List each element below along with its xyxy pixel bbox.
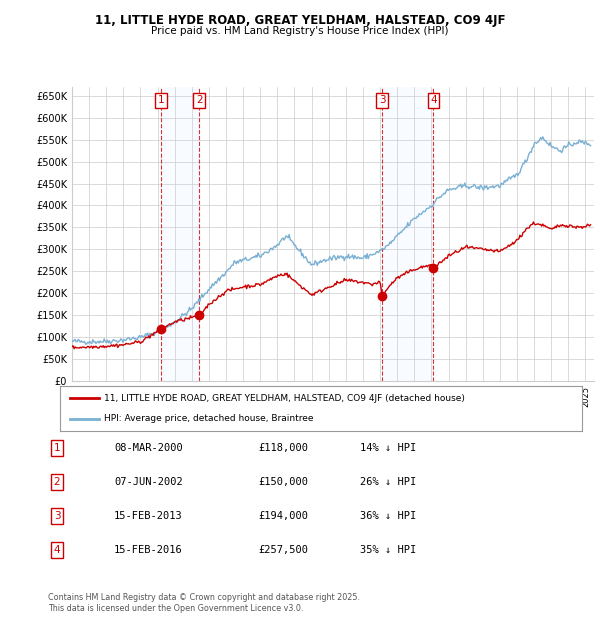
Text: 11, LITTLE HYDE ROAD, GREAT YELDHAM, HALSTEAD, CO9 4JF (detached house): 11, LITTLE HYDE ROAD, GREAT YELDHAM, HAL…	[104, 394, 465, 403]
Text: 2: 2	[53, 477, 61, 487]
Text: 1: 1	[53, 443, 61, 453]
Text: 3: 3	[53, 511, 61, 521]
Bar	[161, 87, 199, 381]
Text: 07-JUN-2002: 07-JUN-2002	[114, 477, 183, 487]
Text: 35% ↓ HPI: 35% ↓ HPI	[360, 545, 416, 555]
Bar	[382, 87, 433, 381]
Text: HPI: Average price, detached house, Braintree: HPI: Average price, detached house, Brai…	[104, 414, 314, 423]
Text: 11, LITTLE HYDE ROAD, GREAT YELDHAM, HALSTEAD, CO9 4JF: 11, LITTLE HYDE ROAD, GREAT YELDHAM, HAL…	[95, 14, 505, 27]
Text: £194,000: £194,000	[258, 511, 308, 521]
Text: Contains HM Land Registry data © Crown copyright and database right 2025.
This d: Contains HM Land Registry data © Crown c…	[48, 593, 360, 613]
Text: £118,000: £118,000	[258, 443, 308, 453]
Text: Price paid vs. HM Land Registry's House Price Index (HPI): Price paid vs. HM Land Registry's House …	[151, 26, 449, 36]
Text: 3: 3	[379, 95, 385, 105]
Text: 08-MAR-2000: 08-MAR-2000	[114, 443, 183, 453]
Text: 1: 1	[158, 95, 164, 105]
Text: 36% ↓ HPI: 36% ↓ HPI	[360, 511, 416, 521]
Text: 14% ↓ HPI: 14% ↓ HPI	[360, 443, 416, 453]
Text: 15-FEB-2016: 15-FEB-2016	[114, 545, 183, 555]
Text: £257,500: £257,500	[258, 545, 308, 555]
Text: 2: 2	[196, 95, 203, 105]
Text: 26% ↓ HPI: 26% ↓ HPI	[360, 477, 416, 487]
Text: 4: 4	[430, 95, 437, 105]
Text: £150,000: £150,000	[258, 477, 308, 487]
Text: 4: 4	[53, 545, 61, 555]
Text: 15-FEB-2013: 15-FEB-2013	[114, 511, 183, 521]
